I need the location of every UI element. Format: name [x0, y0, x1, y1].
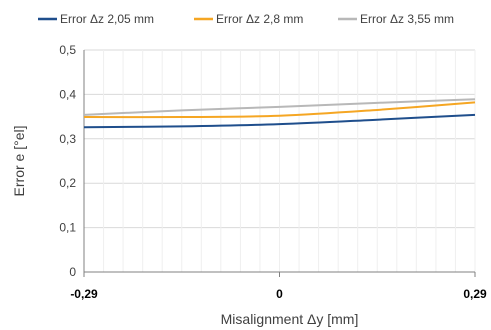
x-tick-label: 0 — [276, 287, 283, 301]
y-tick-label: 0,2 — [59, 176, 76, 190]
series-line-3 — [83, 98, 476, 116]
series-line-2 — [83, 101, 476, 119]
tick-labels: 0 0,1 0,2 0,3 0,4 0,5 -0,29 0 0,29 — [59, 43, 487, 301]
y-tick-label: 0 — [69, 265, 76, 279]
x-tick-label: -0,29 — [70, 287, 98, 301]
series-line-1 — [83, 113, 476, 129]
legend-label: Error Δz 2,05 mm — [60, 12, 154, 26]
y-tick-label: 0,4 — [59, 87, 76, 101]
legend-label: Error Δz 2,8 mm — [216, 12, 303, 26]
y-tick-label: 0,3 — [59, 132, 76, 146]
y-tick-label: 0,5 — [59, 43, 76, 57]
y-tick-label: 0,1 — [59, 221, 76, 235]
legend: Error Δz 2,05 mm Error Δz 2,8 mm Error Δz … — [38, 12, 454, 26]
y-axis-title: Error e [°el] — [11, 126, 27, 197]
x-axis-title: Misalignment Δy [mm] — [221, 311, 359, 327]
gridlines — [83, 49, 476, 272]
series-lines — [83, 98, 476, 129]
legend-label: Error Δz 3,55 mm — [360, 12, 454, 26]
x-tick-label: 0,29 — [463, 287, 487, 301]
axes — [83, 50, 476, 277]
